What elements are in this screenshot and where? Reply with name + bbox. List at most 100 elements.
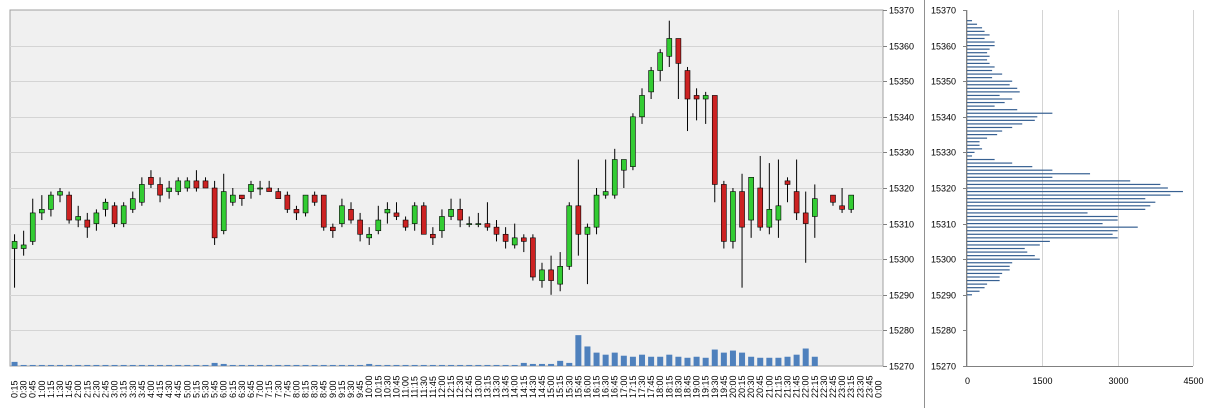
profile-bar <box>967 94 1000 97</box>
main-x-tick-label: 13:00 <box>473 375 483 398</box>
candle-body <box>430 233 436 239</box>
main-x-tick-label: 0:45 <box>28 380 38 398</box>
volume-bar <box>38 364 45 366</box>
candle-body <box>366 233 373 239</box>
volume-bar <box>257 364 264 366</box>
candle-body <box>511 237 518 246</box>
volume-bar <box>684 357 691 366</box>
candle-body <box>648 70 654 93</box>
candle-body <box>830 194 836 203</box>
main-x-tick-label: 14:45 <box>537 375 547 398</box>
main-x-tick-label: 17:30 <box>637 375 647 398</box>
candle-body <box>775 205 782 221</box>
profile-bar <box>967 187 1168 189</box>
main-y-tick-label: 15300 <box>889 255 914 265</box>
main-x-tick-label: 16:45 <box>610 375 620 398</box>
main-x-tick-label: 15:45 <box>573 375 583 398</box>
candle-body <box>202 180 209 189</box>
main-x-tick-label: 9:00 <box>328 380 338 398</box>
main-x-tick-label: 1:15 <box>46 380 56 398</box>
candle-body <box>702 95 709 100</box>
main-x-tick-label: 18:45 <box>682 375 692 398</box>
candle-body <box>66 194 72 221</box>
candle-body <box>166 187 172 192</box>
main-x-tick-label: 3:15 <box>119 380 129 398</box>
candle-body <box>102 201 109 210</box>
candle-body <box>557 266 563 285</box>
profile-bar <box>967 247 1025 250</box>
main-x-tick-label: 6:30 <box>237 380 247 398</box>
profile-bar <box>967 180 1131 182</box>
profile-bar <box>967 27 983 29</box>
main-x-tick-label: 6:45 <box>246 380 256 398</box>
profile-bar <box>967 151 975 153</box>
candle-body <box>621 159 627 171</box>
profile-bar <box>967 105 995 107</box>
candle-body <box>466 223 473 225</box>
volume-bar <box>247 364 254 366</box>
volume-bar <box>775 357 782 366</box>
main-x-tick-label: 13:45 <box>501 375 511 398</box>
profile-bar <box>967 287 985 289</box>
volume-bar <box>357 364 364 366</box>
volume-bar <box>648 356 655 366</box>
candle-body <box>802 212 809 224</box>
candle-body <box>593 194 600 228</box>
main-x-tick-label: 2:00 <box>73 380 83 398</box>
profile-bar <box>967 84 1010 86</box>
profile-y-tick-label: 15330 <box>931 148 956 158</box>
profile-bar <box>967 66 995 68</box>
main-x-tick-label: 5:30 <box>201 380 211 398</box>
candle-body <box>75 216 82 221</box>
main-x-tick-label: 11:00 <box>401 376 411 398</box>
volume-bar <box>29 364 36 366</box>
profile-bar <box>967 30 985 32</box>
candle-body <box>220 191 227 232</box>
candle-body <box>293 209 300 214</box>
candle-body <box>811 198 818 217</box>
main-x-tick-label: 5:00 <box>182 380 192 398</box>
main-x-tick-label: 21:00 <box>764 375 774 398</box>
candle-body <box>584 226 591 235</box>
profile-bar <box>967 69 993 72</box>
volume-bar <box>275 364 282 366</box>
profile-bar <box>967 269 1010 271</box>
main-x-tick-label: 2:45 <box>100 380 110 398</box>
main-x-tick-label: 23:30 <box>855 375 865 398</box>
profile-bar <box>967 233 1113 235</box>
profile-bar <box>967 183 1161 186</box>
main-y-tick-label: 15290 <box>889 291 914 301</box>
profile-bar <box>967 244 1040 246</box>
main-x-tick-label: 17:00 <box>619 375 629 398</box>
candle-body <box>84 219 91 228</box>
profile-bar <box>967 77 993 79</box>
candle-body <box>848 194 854 210</box>
candle-body <box>520 237 527 242</box>
profile-bar <box>967 258 1040 260</box>
main-x-tick-label: 6:15 <box>228 380 238 398</box>
main-x-tick-label: 21:45 <box>792 375 802 398</box>
main-x-tick-label: 0:00 <box>873 380 883 398</box>
main-x-tick-label: 23:15 <box>846 375 856 398</box>
main-x-tick-label: 23:00 <box>837 375 847 398</box>
volume-bar <box>729 350 736 366</box>
volume-bar <box>120 364 127 366</box>
volume-bar <box>220 363 227 366</box>
main-x-tick-label: 7:15 <box>264 380 274 398</box>
main-x-tick-label: 22:45 <box>828 375 838 398</box>
main-x-tick-label: 19:45 <box>719 375 729 398</box>
profile-bar <box>967 198 1146 200</box>
profile-x-tick-label: 3000 <box>1108 376 1128 386</box>
candle-body <box>611 159 618 196</box>
main-x-tick-label: 10:00 <box>364 375 374 398</box>
volume-bar <box>411 364 418 366</box>
main-x-tick-label: 2:30 <box>91 380 101 398</box>
candle-body <box>448 209 454 217</box>
main-x-tick-label: 14:30 <box>528 375 538 398</box>
volume-bar <box>57 364 64 366</box>
main-x-tick-label: 4:15 <box>155 380 165 398</box>
candle-body <box>20 244 27 249</box>
candle-body <box>239 194 245 199</box>
main-x-tick-label: 11:45 <box>428 376 438 398</box>
